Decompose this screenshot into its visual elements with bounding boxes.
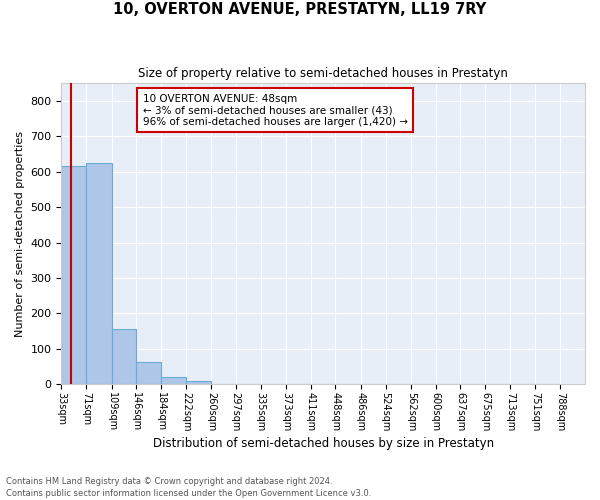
Bar — [186, 381, 211, 384]
Text: 10 OVERTON AVENUE: 48sqm
← 3% of semi-detached houses are smaller (43)
96% of se: 10 OVERTON AVENUE: 48sqm ← 3% of semi-de… — [143, 94, 407, 127]
Title: Size of property relative to semi-detached houses in Prestatyn: Size of property relative to semi-detach… — [138, 68, 508, 80]
Bar — [86, 163, 112, 384]
Text: Contains HM Land Registry data © Crown copyright and database right 2024.
Contai: Contains HM Land Registry data © Crown c… — [6, 476, 371, 498]
Y-axis label: Number of semi-detached properties: Number of semi-detached properties — [15, 130, 25, 336]
Bar — [112, 328, 136, 384]
X-axis label: Distribution of semi-detached houses by size in Prestatyn: Distribution of semi-detached houses by … — [152, 437, 494, 450]
Bar — [61, 166, 86, 384]
Text: 10, OVERTON AVENUE, PRESTATYN, LL19 7RY: 10, OVERTON AVENUE, PRESTATYN, LL19 7RY — [113, 2, 487, 18]
Bar — [161, 377, 186, 384]
Bar — [136, 362, 161, 384]
